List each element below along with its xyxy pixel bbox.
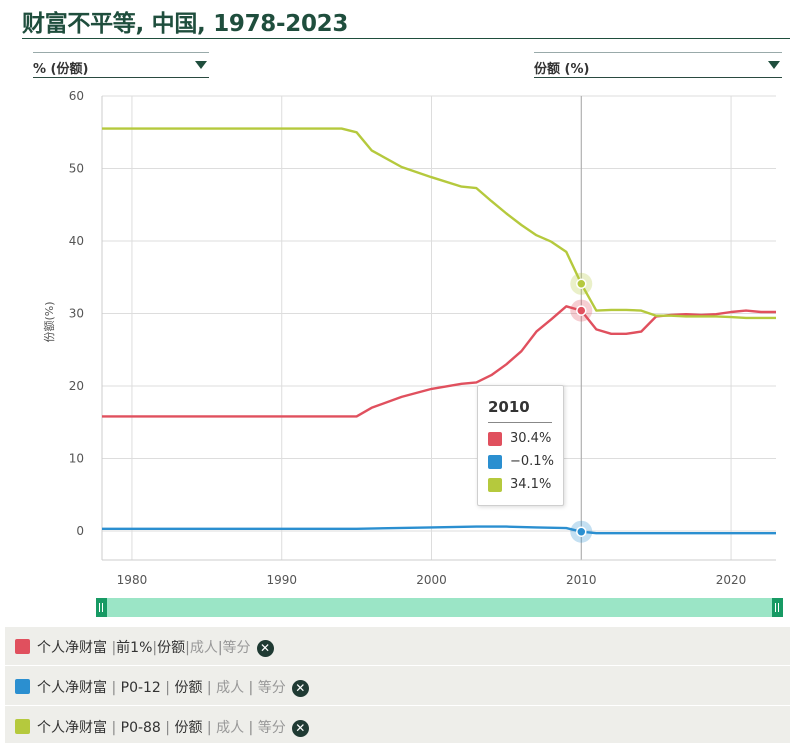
grid-lines bbox=[102, 95, 776, 560]
y-tick-label: 50 bbox=[69, 162, 84, 176]
range-slider-track[interactable] bbox=[96, 598, 783, 617]
legend-group: P0-12 bbox=[120, 680, 161, 696]
x-tick-label: 2010 bbox=[566, 573, 597, 587]
tooltip-value-p0-12: −0.1% bbox=[510, 454, 554, 469]
legend-item-p0-88[interactable]: 个人净财富 | P0-88 | 份额 | 成人 | 等分 ✕ bbox=[5, 707, 790, 745]
range-slider-right-handle[interactable] bbox=[772, 598, 783, 617]
legend-swatch bbox=[15, 719, 30, 734]
highlight-markers bbox=[570, 272, 593, 543]
axes: 1980 1990 2000 2010 2020 0 10 20 30 40 50 60 份额(%) bbox=[43, 89, 776, 587]
unit-dropdown-right[interactable]: 份额 (%) bbox=[534, 52, 782, 78]
highlight-point-2 bbox=[576, 278, 587, 290]
legend-split: 等分 bbox=[222, 640, 251, 656]
legend-population: 成人 bbox=[189, 640, 218, 656]
hover-tooltip: 2010 30.4% −0.1% 34.1% bbox=[477, 385, 564, 506]
tooltip-swatch-top1 bbox=[488, 432, 502, 446]
legend-swatch bbox=[15, 639, 30, 654]
legend-variable: 个人净财富 bbox=[37, 720, 107, 736]
legend-split: 等分 bbox=[257, 680, 286, 696]
legend-measure: 份额 bbox=[174, 680, 203, 696]
unit-dropdown-left[interactable]: % (份额) bbox=[33, 52, 209, 78]
close-icon[interactable]: ✕ bbox=[256, 639, 274, 657]
chart-title: 财富不平等, 中国, 1978-2023 bbox=[22, 11, 349, 37]
legend-population: 成人 bbox=[216, 680, 245, 696]
legend-label: 个人净财富 | P0-12 | 份额 | 成人 | 等分 ✕ bbox=[37, 677, 309, 697]
legend-measure: 份额 bbox=[174, 720, 203, 736]
series-line-1 bbox=[102, 525, 776, 535]
series-legend: 个人净财富 |前1%|份额|成人|等分 ✕ 个人净财富 | P0-12 | 份额 … bbox=[5, 627, 790, 743]
y-tick-label: 30 bbox=[69, 307, 84, 321]
series-line-0 bbox=[102, 305, 776, 418]
y-axis-title: 份额(%) bbox=[43, 301, 56, 342]
tooltip-divider bbox=[488, 422, 552, 423]
range-slider-left-handle[interactable] bbox=[96, 598, 107, 617]
y-tick-label: 40 bbox=[69, 234, 84, 248]
title-divider bbox=[22, 38, 790, 39]
legend-split: 等分 bbox=[257, 720, 286, 736]
highlight-point-0 bbox=[576, 305, 587, 316]
tooltip-value-p0-88: 34.1% bbox=[510, 477, 552, 492]
unit-dropdown-right-label: 份额 (%) bbox=[534, 62, 590, 77]
legend-group: P0-88 bbox=[120, 720, 161, 736]
tooltip-value-top1: 30.4% bbox=[510, 431, 552, 446]
y-tick-label: 60 bbox=[69, 89, 84, 103]
series-lines bbox=[102, 127, 776, 535]
legend-population: 成人 bbox=[216, 720, 245, 736]
tooltip-swatch-p0-88 bbox=[488, 478, 502, 492]
legend-label: 个人净财富 | P0-88 | 份额 | 成人 | 等分 ✕ bbox=[37, 717, 309, 737]
legend-item-top1[interactable]: 个人净财富 |前1%|份额|成人|等分 ✕ bbox=[5, 627, 790, 666]
chevron-down-icon bbox=[768, 61, 780, 69]
x-tick-label: 1980 bbox=[117, 573, 148, 587]
legend-group: 前1% bbox=[116, 640, 153, 656]
y-tick-label: 10 bbox=[69, 452, 84, 466]
x-tick-label: 2000 bbox=[416, 573, 447, 587]
y-tick-label: 20 bbox=[69, 379, 84, 393]
highlight-point-1 bbox=[576, 526, 587, 537]
y-tick-label: 0 bbox=[76, 524, 84, 538]
chevron-down-icon bbox=[195, 61, 207, 69]
legend-label: 个人净财富 |前1%|份额|成人|等分 ✕ bbox=[37, 637, 274, 657]
x-tick-label: 1990 bbox=[266, 573, 297, 587]
legend-measure: 份额 bbox=[157, 640, 186, 656]
legend-variable: 个人净财富 bbox=[37, 640, 107, 656]
series-line-2 bbox=[102, 127, 776, 320]
legend-variable: 个人净财富 bbox=[37, 680, 107, 696]
x-tick-label: 2020 bbox=[716, 573, 747, 587]
legend-item-p0-12[interactable]: 个人净财富 | P0-12 | 份额 | 成人 | 等分 ✕ bbox=[5, 667, 790, 706]
tooltip-year: 2010 bbox=[488, 398, 530, 416]
close-icon[interactable]: ✕ bbox=[291, 719, 309, 737]
line-chart[interactable]: 1980 1990 2000 2010 2020 0 10 20 30 40 50 60 份额(%) bbox=[0, 80, 790, 590]
close-icon[interactable]: ✕ bbox=[291, 679, 309, 697]
legend-swatch bbox=[15, 679, 30, 694]
tooltip-swatch-p0-12 bbox=[488, 455, 502, 469]
unit-dropdown-left-label: % (份额) bbox=[33, 62, 89, 77]
